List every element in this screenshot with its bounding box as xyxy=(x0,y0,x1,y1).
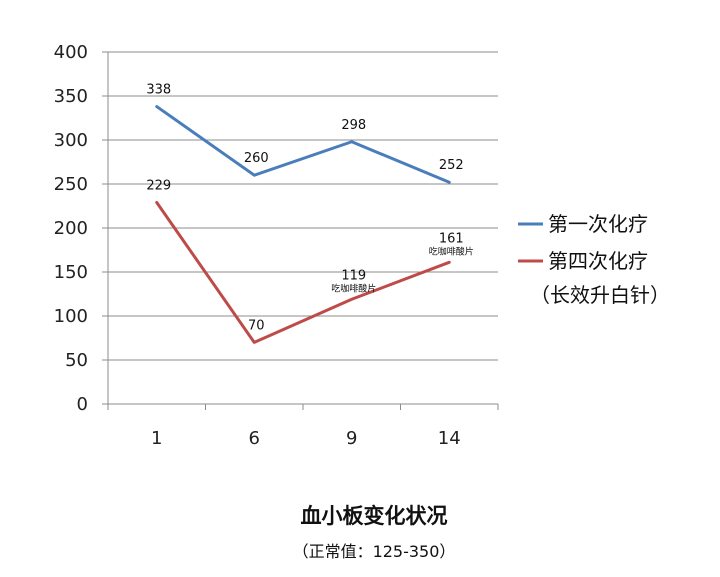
legend-label-series-1: 第一次化疗 xyxy=(548,212,648,236)
data-annotation: 吃咖啡酸片 xyxy=(429,245,474,257)
y-tick-label: 0 xyxy=(77,394,88,415)
legend-label-series-2: 第四次化疗 xyxy=(548,249,648,273)
y-tick-label: 50 xyxy=(65,350,88,371)
y-tick-label: 250 xyxy=(54,174,88,195)
data-label: 119 xyxy=(341,268,366,283)
x-tick-label: 9 xyxy=(346,428,357,449)
data-label: 260 xyxy=(244,151,269,166)
x-tick-label: 14 xyxy=(438,428,461,449)
data-label: 338 xyxy=(146,83,171,98)
axes: 0 50 100 150 200 250 300 350 400 1 6 9 14 xyxy=(54,42,499,449)
y-tick-label: 400 xyxy=(54,42,88,63)
data-label: 161 xyxy=(439,231,464,246)
data-label: 70 xyxy=(248,318,265,333)
y-tick-label: 200 xyxy=(54,218,88,239)
series-line-1 xyxy=(155,105,451,184)
chart-title: 血小板变化状况 xyxy=(301,504,448,528)
x-tick-label: 6 xyxy=(249,428,260,449)
series-line-2 xyxy=(155,200,451,344)
x-tick-label: 1 xyxy=(151,428,162,449)
y-tick-label: 300 xyxy=(54,130,88,151)
data-label: 298 xyxy=(341,118,366,133)
series-lines xyxy=(155,105,451,344)
chart-subtitle: （正常值：125-350） xyxy=(293,542,456,561)
legend: 第一次化疗 第四次化疗 （长效升白针） xyxy=(518,212,670,307)
data-label: 252 xyxy=(439,158,464,173)
y-tick-label: 350 xyxy=(54,86,88,107)
data-annotation: 吃咖啡酸片 xyxy=(331,282,376,294)
data-label: 229 xyxy=(146,178,171,193)
gridlines xyxy=(108,51,498,361)
y-tick-label: 150 xyxy=(54,262,88,283)
legend-label-series-2-extra: （长效升白针） xyxy=(530,283,670,307)
y-tick-label: 100 xyxy=(54,306,88,327)
